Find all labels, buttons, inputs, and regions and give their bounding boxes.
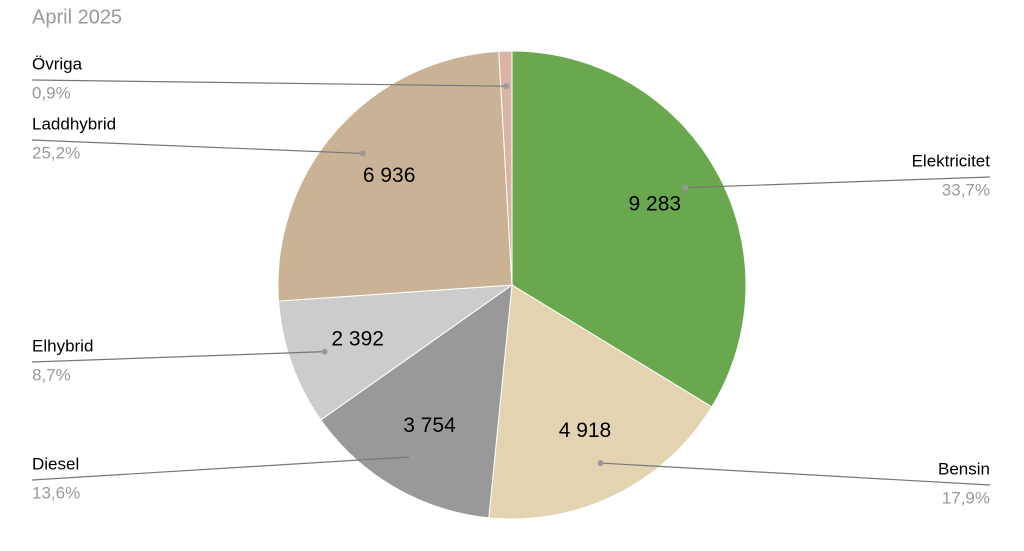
leader-line <box>31 139 363 155</box>
value-label: 2 392 <box>331 327 384 350</box>
value-label: 9 283 <box>629 192 682 215</box>
leader-line <box>685 176 991 189</box>
pie-slice <box>511 50 747 408</box>
pie-slice <box>488 284 713 520</box>
value-label: 3 754 <box>403 414 456 437</box>
leader-line <box>600 462 991 486</box>
percentage-label: 33,7% <box>942 180 990 199</box>
percentage-label: 0,9% <box>32 83 71 102</box>
pie-slice <box>498 50 513 286</box>
category-label: Elhybrid <box>32 336 93 355</box>
leader-dot <box>359 150 366 157</box>
value-label: 4 918 <box>559 419 612 442</box>
pie-slice <box>277 50 513 302</box>
category-label: Laddhybrid <box>32 114 116 133</box>
value-label: 6 936 <box>363 164 416 187</box>
leader-dot <box>597 460 604 467</box>
leader-line <box>31 351 325 363</box>
percentage-label: 25,2% <box>32 143 80 162</box>
leader-dot <box>503 83 510 90</box>
pie-slice <box>278 284 514 421</box>
percentage-label: 8,7% <box>32 365 71 384</box>
percentage-label: 17,9% <box>942 488 990 507</box>
category-label: Diesel <box>32 454 79 473</box>
leader-dot <box>321 348 328 355</box>
leader-dot <box>408 453 415 460</box>
category-label: Övriga <box>32 54 83 73</box>
category-label: Bensin <box>938 459 990 478</box>
percentage-label: 13,6% <box>32 483 80 502</box>
category-label: Elektricitet <box>912 151 991 170</box>
leader-dot <box>682 184 689 191</box>
leader-line <box>31 456 412 481</box>
leader-line <box>31 79 507 87</box>
chart-title: April 2025 <box>32 6 122 28</box>
